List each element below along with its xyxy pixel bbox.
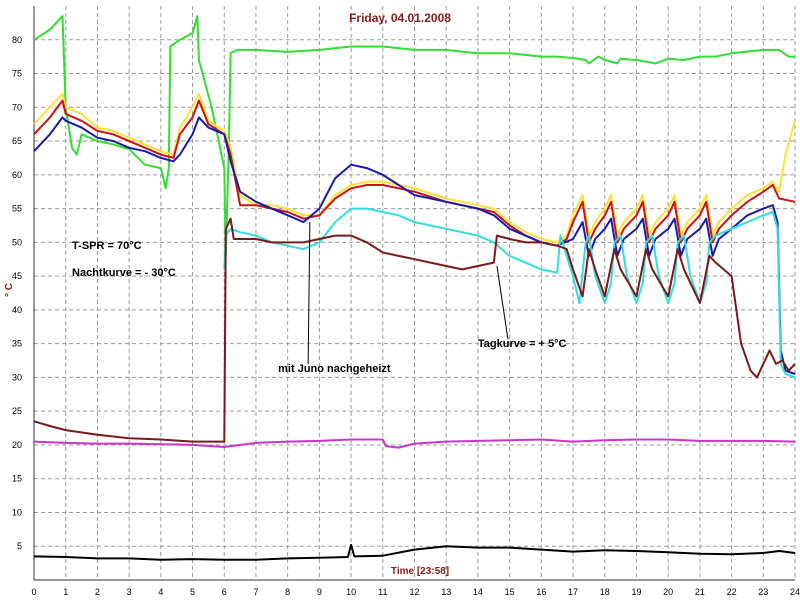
y-tick-label: 70 — [12, 102, 22, 112]
x-tick-label: 3 — [127, 587, 132, 597]
x-axis-label: Time [23:58] — [391, 566, 449, 577]
x-tick-label: 13 — [441, 587, 451, 597]
x-tick-label: 15 — [505, 587, 515, 597]
y-tick-label: 55 — [12, 204, 22, 214]
x-tick-label: 22 — [727, 587, 737, 597]
y-tick-label: 45 — [12, 271, 22, 281]
x-tick-label: 8 — [285, 587, 290, 597]
x-tick-label: 12 — [409, 587, 419, 597]
x-tick-label: 6 — [222, 587, 227, 597]
series-line-2 — [33, 92, 796, 244]
x-tick-label: 21 — [695, 587, 705, 597]
series-line-6 — [33, 217, 796, 443]
y-tick-label: 5 — [17, 541, 22, 551]
series-line-5 — [223, 207, 796, 379]
series-line-1 — [33, 15, 795, 257]
y-tick-label: 65 — [12, 136, 22, 146]
x-tick-label: 17 — [568, 587, 578, 597]
y-tick-label: 30 — [12, 372, 22, 382]
series-line-7 — [33, 438, 796, 449]
y-tick-label: 75 — [12, 69, 22, 79]
series-line-8 — [33, 543, 796, 561]
x-tick-label: 16 — [536, 587, 546, 597]
y-tick-label: 40 — [12, 305, 22, 315]
x-tick-label: 24 — [790, 587, 800, 597]
x-tick-label: 1 — [63, 587, 68, 597]
tick-labels: 0 1 2 3 4 5 6 7 8 9 10 11 12 13 14 15 16 17 18 19 20 21 22 23 24… — [12, 35, 800, 597]
axes — [33, 6, 795, 581]
x-tick-label: 7 — [253, 587, 258, 597]
annotation-leader-line — [496, 265, 509, 340]
series — [33, 15, 796, 561]
x-tick-label: 23 — [758, 587, 768, 597]
x-tick-label: 4 — [158, 587, 163, 597]
chart-title: Friday, 04.01.2008 — [349, 11, 451, 25]
y-tick-label: 80 — [12, 35, 22, 45]
annotations: T-SPR = 70°C Nachtkurve = - 30°C mit Juno … — [72, 222, 567, 375]
x-tick-label: 10 — [346, 587, 356, 597]
y-tick-label: 15 — [12, 474, 22, 484]
x-tick-label: 19 — [631, 587, 641, 597]
x-tick-label: 2 — [95, 587, 100, 597]
grid — [34, 6, 796, 580]
x-tick-label: 11 — [378, 587, 387, 597]
y-tick-label: 50 — [12, 237, 22, 247]
x-tick-label: 9 — [317, 587, 322, 597]
annotation-leader-line — [307, 222, 311, 365]
annotation-label: Nachtkurve = - 30°C — [72, 267, 176, 279]
y-tick-label: 10 — [12, 507, 22, 517]
y-tick-label: 20 — [12, 440, 22, 450]
series-line-3 — [33, 99, 796, 247]
annotation-label: Tagkurve = + 5°C — [478, 338, 567, 350]
x-tick-label: 0 — [31, 587, 36, 597]
annotation-label: mit Juno nachgeheizt — [278, 363, 391, 375]
y-tick-label: 60 — [12, 170, 22, 180]
annotation-label: T-SPR = 70°C — [72, 240, 142, 252]
x-tick-label: 20 — [663, 587, 673, 597]
y-tick-label: 35 — [12, 339, 22, 349]
y-axis-label: ° C — [4, 283, 15, 297]
y-tick-label: 25 — [12, 406, 22, 416]
x-tick-label: 14 — [473, 587, 483, 597]
x-tick-label: 18 — [600, 587, 610, 597]
x-tick-label: 5 — [190, 587, 195, 597]
series-line-4 — [33, 116, 796, 375]
